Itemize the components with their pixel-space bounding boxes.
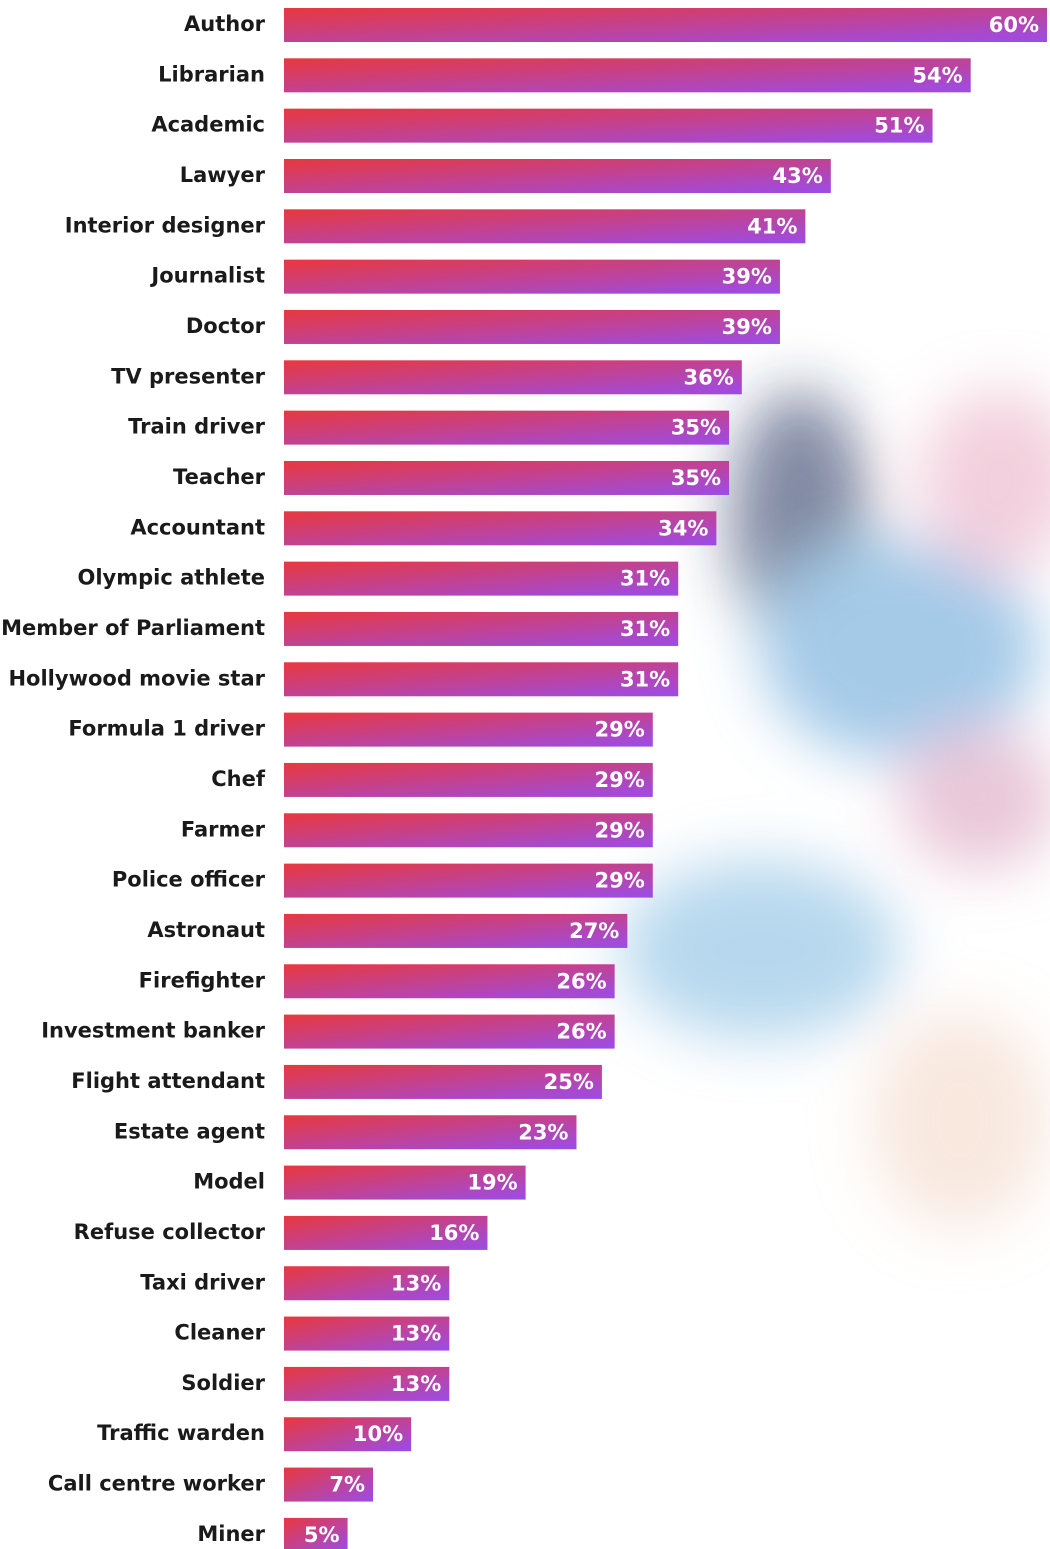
bar — [284, 1014, 615, 1049]
bar — [284, 712, 653, 747]
bar — [284, 309, 780, 344]
bar — [284, 8, 1047, 42]
bar — [284, 662, 679, 697]
value-label: 29% — [595, 869, 645, 893]
category-label: Academic — [151, 113, 265, 137]
value-label: 35% — [671, 416, 721, 440]
category-label: Investment banker — [41, 1019, 265, 1043]
category-label: Taxi driver — [140, 1270, 265, 1294]
value-label: 19% — [467, 1171, 517, 1195]
category-label: Farmer — [181, 817, 266, 841]
value-label: 16% — [429, 1221, 479, 1245]
category-label: Cleaner — [174, 1321, 265, 1345]
category-label: Soldier — [181, 1371, 265, 1395]
value-label: 34% — [658, 516, 708, 540]
category-label: Traffic warden — [97, 1421, 265, 1445]
bar — [284, 460, 730, 495]
value-label: 26% — [556, 1020, 606, 1044]
category-label: Doctor — [186, 314, 266, 338]
value-label: 35% — [671, 466, 721, 490]
bar — [284, 108, 933, 143]
category-label: Firefighter — [139, 968, 266, 992]
bar — [284, 813, 653, 848]
bar — [284, 561, 679, 596]
value-label: 39% — [722, 265, 772, 289]
value-label: 27% — [569, 919, 619, 943]
value-label: 39% — [722, 315, 772, 339]
bar — [284, 1316, 450, 1351]
value-label: 51% — [874, 114, 924, 138]
bar — [284, 611, 679, 646]
category-label: Chef — [211, 767, 266, 791]
bar — [284, 360, 742, 395]
value-label: 13% — [391, 1322, 441, 1346]
category-label: Formula 1 driver — [68, 717, 265, 741]
value-label: 13% — [391, 1271, 441, 1295]
value-label: 23% — [518, 1120, 568, 1144]
category-label: Olympic athlete — [78, 566, 266, 590]
category-label: Miner — [197, 1522, 265, 1546]
value-label: 26% — [556, 969, 606, 993]
value-label: 54% — [912, 63, 962, 87]
bar — [284, 1266, 450, 1301]
value-label: 31% — [620, 617, 670, 641]
bar — [284, 410, 730, 445]
value-label: 25% — [544, 1070, 594, 1094]
bar — [284, 964, 615, 999]
bar — [284, 1417, 412, 1452]
value-label: 7% — [329, 1473, 365, 1497]
value-label: 43% — [773, 164, 823, 188]
value-label: 31% — [620, 567, 670, 591]
value-label: 41% — [747, 214, 797, 238]
bar — [284, 511, 717, 546]
category-label: Refuse collector — [74, 1220, 266, 1244]
category-label: Police officer — [112, 868, 266, 892]
bar — [284, 913, 628, 948]
category-label: Hollywood movie star — [8, 666, 265, 690]
category-label: Model — [193, 1170, 265, 1194]
value-label: 10% — [353, 1422, 403, 1446]
bar — [284, 1215, 488, 1250]
value-label: 31% — [620, 667, 670, 691]
bar — [284, 1517, 348, 1549]
value-label: 29% — [595, 768, 645, 792]
value-label: 36% — [684, 365, 734, 389]
category-label: Accountant — [130, 515, 265, 539]
bar — [284, 259, 780, 294]
value-label: 5% — [304, 1523, 340, 1547]
bar — [284, 158, 831, 193]
category-label: Interior designer — [65, 213, 266, 237]
bar — [284, 1467, 374, 1502]
category-label: Librarian — [158, 62, 265, 86]
category-label: Teacher — [173, 465, 266, 489]
category-label: Estate agent — [114, 1119, 265, 1143]
bar — [284, 1115, 577, 1150]
category-label: Flight attendant — [71, 1069, 265, 1093]
illustration — [620, 390, 1050, 1230]
category-label: Train driver — [128, 415, 266, 439]
category-label: Journalist — [149, 264, 265, 288]
bar — [284, 762, 653, 797]
value-label: 13% — [391, 1372, 441, 1396]
category-label: Member of Parliament — [1, 616, 265, 640]
bar — [284, 209, 806, 244]
category-label: TV presenter — [111, 364, 265, 388]
bar — [284, 1165, 526, 1200]
bar — [284, 1366, 450, 1401]
category-label: Call centre worker — [48, 1472, 266, 1496]
category-label: Author — [184, 12, 266, 36]
bar — [284, 58, 971, 93]
category-label: Astronaut — [147, 918, 265, 942]
bar — [284, 1064, 602, 1099]
value-label: 29% — [595, 718, 645, 742]
category-label: Lawyer — [180, 163, 266, 187]
value-label: 60% — [989, 13, 1039, 37]
bar — [284, 863, 653, 898]
value-label: 29% — [595, 818, 645, 842]
